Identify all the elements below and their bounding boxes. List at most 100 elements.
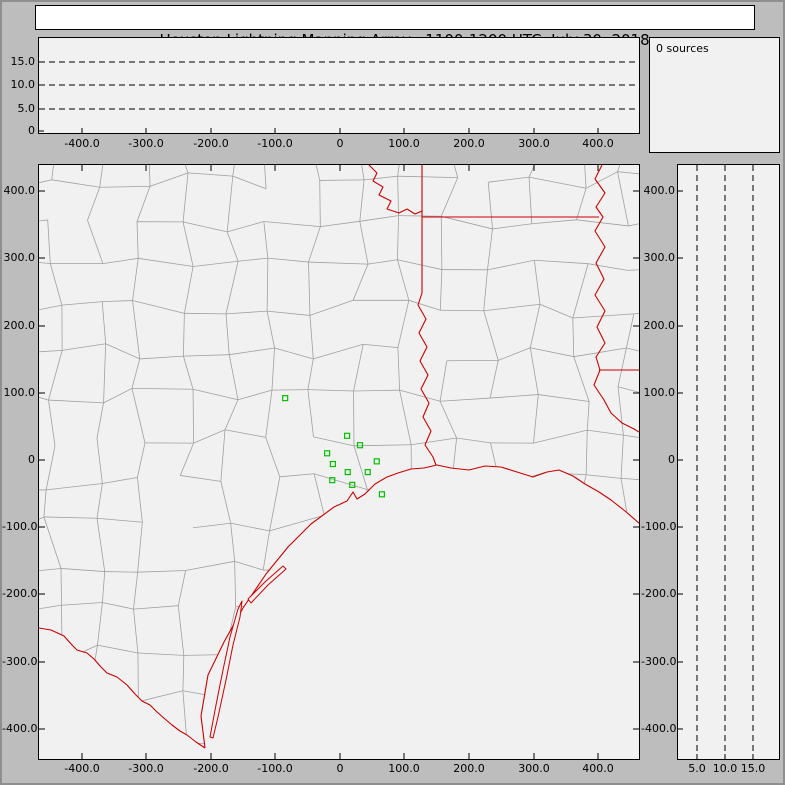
top-x-tick-label: -400.0 (64, 137, 100, 150)
county-line (483, 303, 541, 312)
county-line (96, 438, 103, 484)
county-line (232, 165, 235, 177)
county-line (39, 568, 62, 572)
county-line (43, 516, 62, 569)
county-line (498, 347, 531, 361)
county-line (572, 317, 575, 357)
county-line (87, 220, 104, 264)
county-line (307, 358, 314, 390)
county-line (48, 350, 63, 401)
county-line (226, 231, 239, 262)
county-line (39, 304, 62, 311)
county-line (617, 386, 639, 393)
county-line (488, 176, 530, 183)
county-line (133, 605, 179, 610)
map-x-tick-label: 400.0 (582, 762, 614, 775)
top-x-tick-label: 200.0 (453, 137, 485, 150)
county-line (228, 354, 239, 400)
map-x-tick-label: 300.0 (518, 762, 550, 775)
county-line (576, 188, 587, 220)
county-line (101, 571, 106, 603)
county-line (96, 402, 104, 439)
county-line (133, 609, 139, 654)
county-line (572, 263, 589, 319)
sabine-river (417, 292, 437, 466)
county-line (626, 313, 635, 349)
matagorda-island (247, 565, 287, 604)
county-line (182, 313, 185, 357)
county-line (397, 176, 399, 216)
lma-station-marker (329, 477, 336, 484)
county-line (136, 477, 143, 523)
county-line (483, 269, 488, 311)
county-line (309, 315, 314, 359)
side-y-tick-label: 200.0 (643, 319, 676, 332)
top-x-tick-label: 100.0 (388, 137, 420, 150)
map-y-tick-label: -400.0 (2, 722, 38, 735)
county-line (192, 388, 239, 401)
map-y-tick-label: 400.0 (3, 184, 36, 197)
county-line (229, 347, 275, 356)
county-line (308, 261, 369, 265)
altitude-ns-plot (678, 165, 754, 759)
county-line (309, 299, 354, 316)
county-line (398, 215, 442, 217)
source-count-label: 0 sources (656, 42, 709, 55)
county-line (399, 389, 441, 402)
county-line (353, 389, 400, 392)
top-y-tick-label: 5.0 (17, 102, 36, 115)
county-line (626, 347, 639, 352)
county-line (319, 179, 365, 181)
county-line (353, 445, 368, 490)
county-line (182, 655, 185, 691)
county-line (320, 220, 360, 228)
county-line (487, 182, 493, 229)
county-line (138, 257, 194, 267)
county-line (274, 347, 314, 360)
county-line (232, 175, 267, 190)
county-line (225, 261, 239, 314)
county-line (528, 176, 587, 189)
side-y-tick-label: 400.0 (643, 184, 676, 197)
county-line (97, 644, 139, 654)
map-y-tick-label: -100.0 (2, 520, 38, 533)
county-line (269, 514, 325, 532)
county-line (587, 429, 624, 436)
county-line (137, 652, 184, 656)
county-line (131, 388, 146, 443)
county-line (62, 343, 106, 351)
county-line (266, 258, 269, 312)
county-line (193, 429, 226, 444)
county-line (182, 221, 228, 233)
lma-station-marker (282, 395, 289, 402)
county-line (61, 602, 103, 606)
map-y-tick-label: 0 (28, 453, 35, 466)
county-line (621, 478, 639, 480)
county-line (224, 429, 266, 438)
county-line (363, 343, 398, 349)
county-line (138, 690, 183, 703)
county-line (183, 266, 194, 314)
map-axis-ticks (39, 165, 639, 759)
side-y-tick-label: -400.0 (641, 722, 677, 735)
county-line (528, 177, 533, 224)
county-line (39, 219, 48, 222)
county-line (102, 602, 134, 610)
top-x-tick-label: -200.0 (193, 137, 229, 150)
plan-view-map (39, 165, 639, 759)
county-line (367, 259, 398, 265)
lma-station-marker (343, 432, 351, 439)
lma-station-marker (349, 481, 356, 488)
county-line (136, 442, 146, 478)
county-line (234, 561, 237, 607)
side-y-tick-label: 0 (668, 453, 675, 466)
county-line (264, 165, 267, 189)
top-x-tick-label: -300.0 (128, 137, 164, 150)
county-line (61, 568, 105, 572)
county-line (132, 300, 185, 314)
map-y-tick-label: 200.0 (3, 319, 36, 332)
county-line (234, 560, 264, 571)
county-line (534, 259, 589, 265)
side-y-tick-label: -100.0 (641, 520, 677, 533)
